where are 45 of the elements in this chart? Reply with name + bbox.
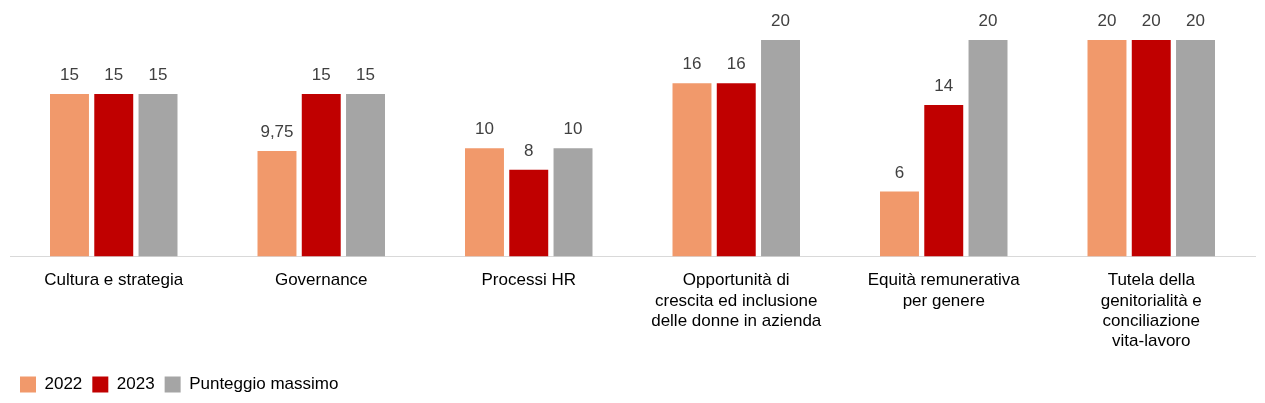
bar [346,94,385,257]
bar [553,148,593,257]
data-label: 10 [563,119,583,139]
legend-label: 2022 [44,374,83,394]
bar [880,191,919,257]
legend-label: 2023 [116,374,155,394]
bar [672,83,712,257]
x-tick-label: Equità remunerativa per genere [867,270,1021,310]
x-tick-label: Opportunità di crescita ed inclusione delle donne in azienda [651,270,822,331]
bar [301,94,341,257]
data-label: 20 [1141,11,1161,31]
data-label: 20 [1186,11,1205,31]
bar [968,40,1008,257]
bar [50,94,89,257]
bar [138,94,178,257]
bar [924,104,964,257]
bar [1131,40,1171,257]
legend-label: Punteggio massimo [189,374,339,394]
data-label: 20 [978,11,998,31]
x-tick-label: Tutela della genitorialità e conciliazione vita-lavoro [1100,270,1202,351]
data-label: 20 [771,11,790,31]
x-tick-label: Governance [274,270,368,290]
bar [509,169,549,257]
x-tick-label: Processi HR [481,270,576,290]
bar [257,150,297,257]
bar [716,83,756,257]
data-label: 9,75 [260,122,294,142]
data-label: 14 [934,76,954,96]
data-label: 6 [894,162,905,182]
data-label: 15 [311,65,331,85]
data-label: 15 [60,65,79,85]
x-tick-label: Cultura e strategia [44,270,184,290]
data-label: 15 [104,65,124,85]
data-label: 10 [475,119,494,139]
bar [465,148,504,257]
data-label: 16 [726,54,746,74]
data-label: 15 [148,65,168,85]
data-label: 20 [1097,11,1117,31]
bar [761,40,800,257]
bar [94,94,134,257]
data-label: 15 [356,65,375,85]
bar [1087,40,1127,257]
bar [1176,40,1215,257]
data-label: 8 [524,141,534,161]
data-label: 16 [682,54,702,74]
